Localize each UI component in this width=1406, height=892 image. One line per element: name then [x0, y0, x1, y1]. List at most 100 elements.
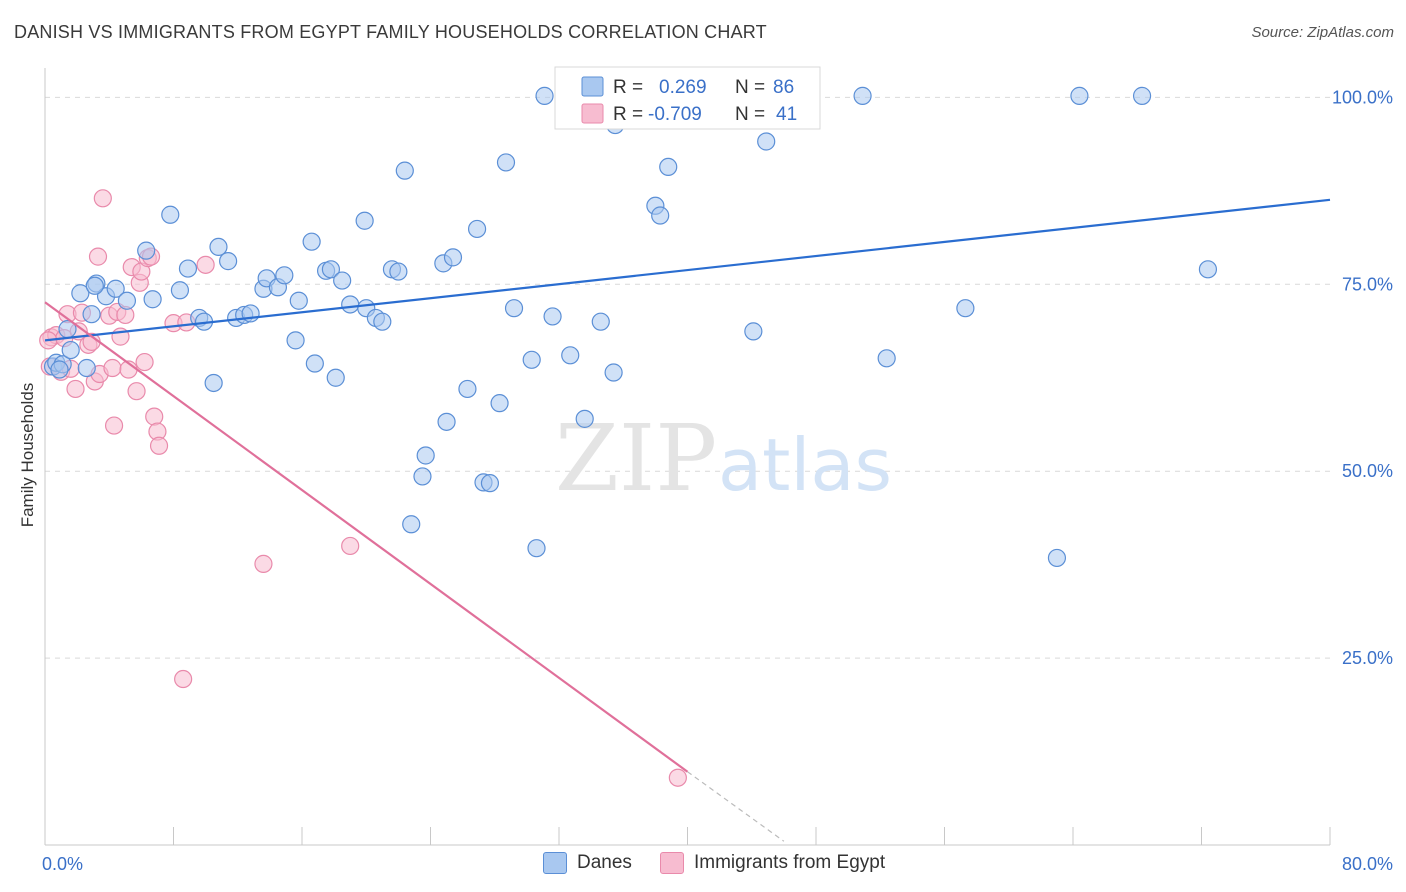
y-tick-label: 50.0%: [1342, 461, 1393, 481]
point-danes: [106, 279, 125, 298]
y-tick-label: 100.0%: [1332, 87, 1393, 107]
legend-swatch-danes: [543, 852, 567, 874]
point-egypt: [196, 255, 215, 274]
point-danes: [178, 259, 198, 278]
point-egypt: [668, 768, 687, 787]
point-danes: [604, 363, 623, 382]
point-danes: [437, 412, 456, 431]
point-danes: [413, 467, 432, 486]
point-egypt: [174, 669, 193, 689]
stats-r-value-danes: 0.269: [659, 77, 707, 98]
point-danes: [305, 354, 324, 373]
point-danes: [341, 295, 360, 314]
stats-r-value-egypt: -0.709: [648, 104, 702, 125]
point-egypt: [88, 247, 108, 266]
stats-n-label-danes: N =: [735, 77, 765, 98]
point-danes: [467, 219, 487, 239]
stats-n-label-egypt: N =: [735, 104, 765, 125]
legend-swatch-egypt: [660, 852, 684, 874]
trend-line-egypt-extension: [687, 771, 785, 842]
point-danes: [85, 276, 104, 295]
point-danes: [877, 349, 896, 368]
point-danes: [395, 161, 414, 180]
point-danes: [209, 237, 228, 257]
chart-source: Source: ZipAtlas.com: [1251, 24, 1394, 41]
point-danes: [302, 232, 321, 251]
point-danes: [137, 241, 156, 260]
stats-n-value-egypt: 41: [776, 104, 797, 125]
x-tick-label-min: 0.0%: [42, 854, 83, 874]
point-egypt: [145, 407, 164, 426]
point-egypt: [254, 554, 273, 573]
legend-item-egypt[interactable]: Immigrants from Egypt: [660, 852, 885, 874]
point-danes: [543, 307, 562, 326]
stats-legend: R = 0.269 N = 86 R = -0.709 N = 41: [554, 66, 821, 130]
point-danes: [71, 284, 90, 303]
legend-label-danes: Danes: [577, 852, 632, 873]
point-egypt: [135, 352, 154, 372]
point-danes: [170, 281, 190, 300]
point-danes: [355, 211, 374, 230]
point-danes: [480, 474, 500, 493]
point-danes: [496, 153, 516, 172]
point-danes: [504, 299, 524, 318]
point-danes: [289, 291, 308, 310]
trend-line-egypt: [44, 301, 689, 773]
point-danes: [757, 132, 776, 151]
series-legend: Danes Immigrants from Egypt: [0, 852, 1406, 878]
trend-line-danes: [44, 198, 1331, 342]
stats-r-label-egypt: R =: [613, 104, 643, 125]
point-danes: [286, 331, 305, 350]
point-danes: [561, 346, 580, 365]
stats-n-value-danes: 86: [773, 77, 794, 98]
stats-swatch-egypt: [581, 103, 604, 124]
point-danes: [402, 515, 421, 534]
point-danes: [321, 260, 341, 279]
chart-title: DANISH VS IMMIGRANTS FROM EGYPT FAMILY H…: [14, 22, 767, 42]
point-danes: [443, 248, 463, 267]
point-danes: [490, 394, 509, 413]
point-danes: [522, 350, 541, 369]
point-danes: [535, 86, 554, 105]
point-danes: [82, 305, 101, 324]
stats-swatch-danes: [581, 76, 604, 97]
point-danes: [275, 266, 294, 285]
point-egypt: [127, 382, 146, 401]
point-danes: [659, 157, 678, 177]
point-danes: [744, 322, 763, 341]
x-tick-label-max: 80.0%: [1342, 854, 1393, 874]
legend-item-danes[interactable]: Danes: [543, 852, 632, 874]
point-danes: [77, 358, 96, 378]
trend-lines: [44, 198, 1331, 842]
point-danes: [143, 290, 162, 309]
point-danes: [416, 446, 435, 465]
y-tick-label: 25.0%: [1342, 648, 1393, 668]
series-danes-points: [43, 86, 1218, 568]
point-danes: [591, 312, 610, 331]
point-danes: [333, 271, 352, 290]
point-danes: [956, 299, 975, 318]
point-danes: [853, 86, 872, 105]
point-egypt: [93, 189, 112, 208]
point-egypt: [104, 416, 124, 435]
point-danes: [575, 409, 594, 428]
point-danes: [373, 312, 392, 331]
point-egypt: [341, 536, 360, 556]
point-danes: [651, 206, 670, 225]
gridlines: [45, 96, 1330, 659]
point-danes: [1070, 86, 1089, 105]
axes: [44, 68, 1331, 846]
point-egypt: [103, 358, 122, 378]
point-danes: [161, 205, 180, 224]
point-danes: [1132, 86, 1152, 105]
watermark-atlas: atlas: [718, 423, 892, 507]
point-egypt: [66, 379, 85, 399]
point-danes: [50, 360, 69, 379]
point-danes: [527, 539, 546, 558]
point-danes: [61, 340, 80, 360]
point-danes: [458, 379, 477, 399]
point-danes: [117, 291, 137, 310]
tick-labels: 25.0% 50.0% 75.0% 100.0% 0.0% 80.0%: [42, 87, 1393, 874]
y-tick-label: 75.0%: [1342, 274, 1393, 294]
